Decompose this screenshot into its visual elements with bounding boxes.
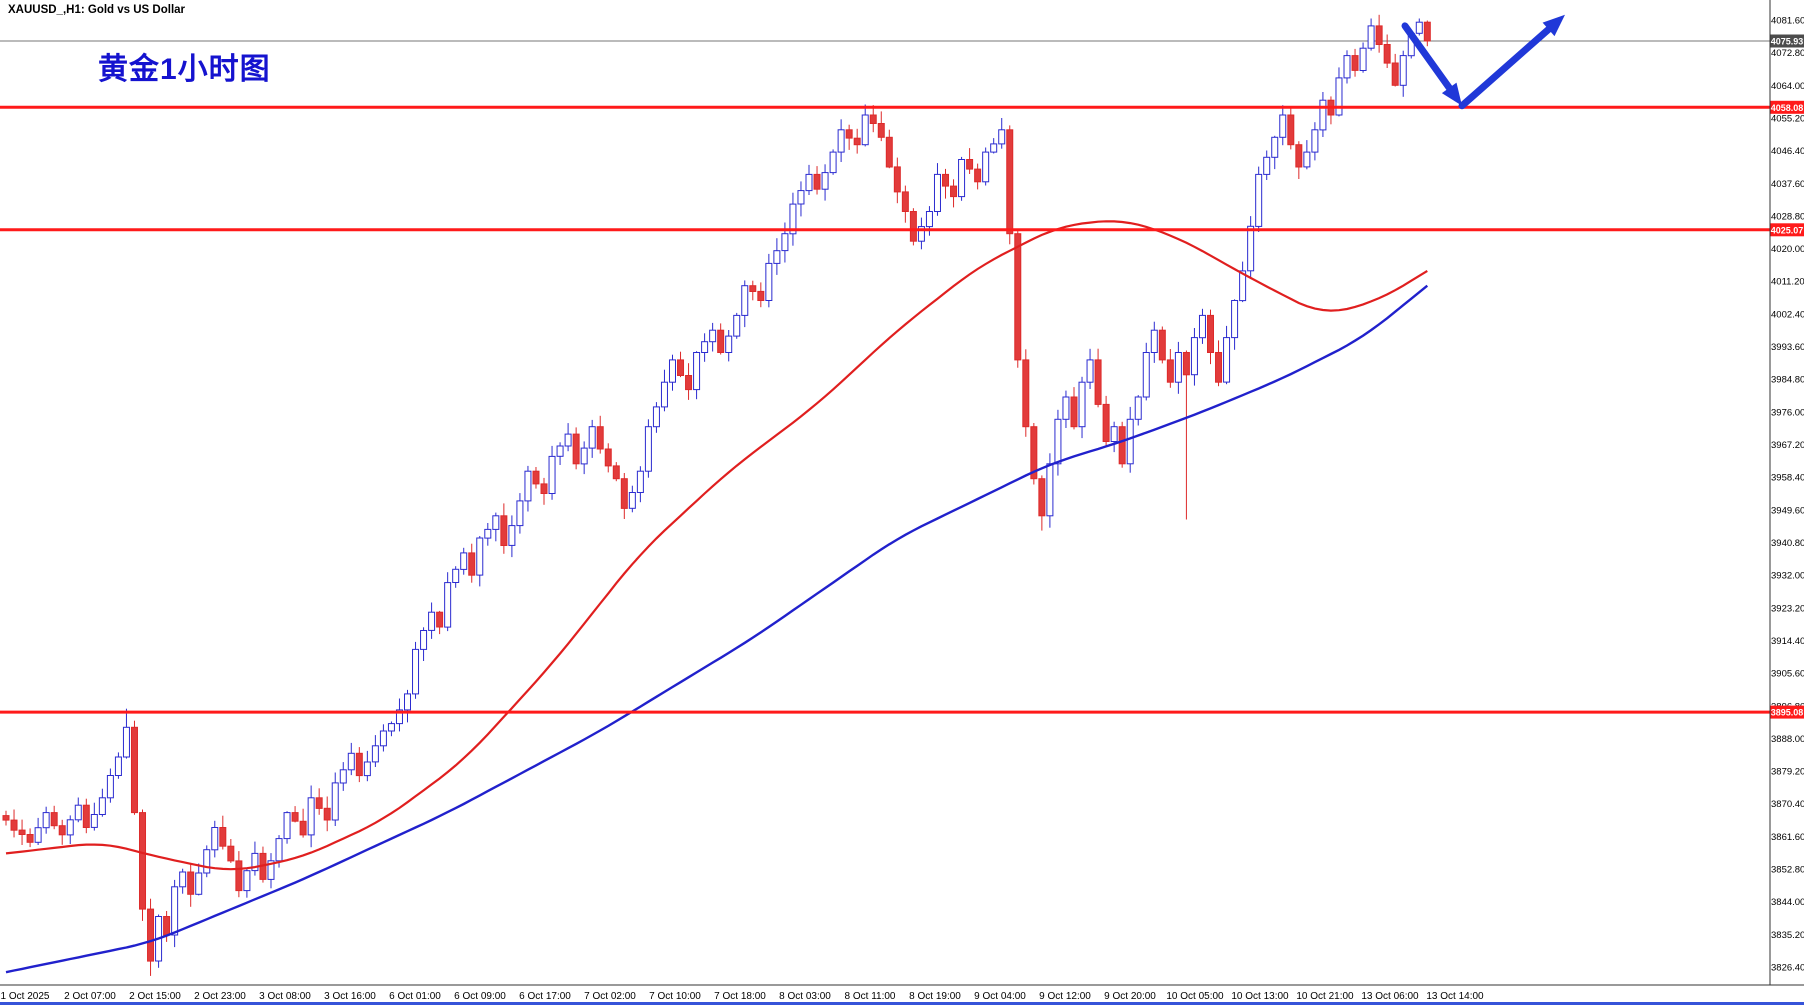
svg-text:1 Oct 2025: 1 Oct 2025 xyxy=(1,991,50,1002)
svg-text:4075.93: 4075.93 xyxy=(1771,37,1804,47)
svg-text:3976.00: 3976.00 xyxy=(1771,407,1804,418)
svg-text:8 Oct 11:00: 8 Oct 11:00 xyxy=(845,991,896,1002)
chart-annotation-label[interactable]: 黄金1小时图 xyxy=(98,53,271,86)
svg-text:3905.60: 3905.60 xyxy=(1771,669,1804,680)
svg-text:10 Oct 21:00: 10 Oct 21:00 xyxy=(1296,991,1354,1002)
level-price-tag: 4058.08 xyxy=(1770,100,1804,114)
svg-text:4058.08: 4058.08 xyxy=(1771,103,1804,113)
svg-text:4055.20: 4055.20 xyxy=(1771,114,1804,125)
svg-text:4046.40: 4046.40 xyxy=(1771,146,1804,157)
svg-text:7 Oct 10:00: 7 Oct 10:00 xyxy=(649,991,701,1002)
svg-text:3914.40: 3914.40 xyxy=(1771,636,1804,647)
svg-text:3844.00: 3844.00 xyxy=(1771,897,1804,908)
svg-text:6 Oct 09:00: 6 Oct 09:00 xyxy=(454,991,506,1002)
svg-text:3949.60: 3949.60 xyxy=(1771,505,1804,516)
svg-text:2 Oct 07:00: 2 Oct 07:00 xyxy=(64,991,116,1002)
level-price-tag: 4025.07 xyxy=(1770,223,1804,237)
svg-text:4037.60: 4037.60 xyxy=(1771,179,1804,190)
svg-text:4081.60: 4081.60 xyxy=(1771,16,1804,27)
svg-text:3895.08: 3895.08 xyxy=(1771,708,1804,718)
svg-text:6 Oct 01:00: 6 Oct 01:00 xyxy=(389,991,441,1002)
svg-text:7 Oct 18:00: 7 Oct 18:00 xyxy=(714,991,766,1002)
svg-text:3852.80: 3852.80 xyxy=(1771,865,1804,876)
svg-text:9 Oct 04:00: 9 Oct 04:00 xyxy=(974,991,1026,1002)
svg-text:7 Oct 02:00: 7 Oct 02:00 xyxy=(584,991,636,1002)
svg-text:6 Oct 17:00: 6 Oct 17:00 xyxy=(519,991,571,1002)
svg-text:2 Oct 15:00: 2 Oct 15:00 xyxy=(129,991,181,1002)
svg-text:3932.00: 3932.00 xyxy=(1771,571,1804,582)
moving-average-slow[interactable] xyxy=(5,284,1429,974)
svg-text:8 Oct 03:00: 8 Oct 03:00 xyxy=(779,991,831,1002)
svg-text:4064.00: 4064.00 xyxy=(1771,81,1804,92)
svg-text:2 Oct 23:00: 2 Oct 23:00 xyxy=(194,991,246,1002)
svg-text:10 Oct 13:00: 10 Oct 13:00 xyxy=(1231,991,1289,1002)
svg-text:3861.60: 3861.60 xyxy=(1771,832,1804,843)
svg-text:3967.20: 3967.20 xyxy=(1771,440,1804,451)
svg-text:3826.40: 3826.40 xyxy=(1771,963,1804,974)
chart-title: XAUUSD_,H1: Gold vs US Dollar xyxy=(8,4,186,16)
svg-text:3888.00: 3888.00 xyxy=(1771,734,1804,745)
svg-text:3984.80: 3984.80 xyxy=(1771,375,1804,386)
svg-text:3 Oct 16:00: 3 Oct 16:00 xyxy=(324,991,376,1002)
price-axis[interactable]: 4081.60 4072.80 4064.00 4055.20 4046.40 4037.… xyxy=(1771,16,1804,974)
forecast-arrow[interactable] xyxy=(1401,14,1565,110)
svg-text:3 Oct 08:00: 3 Oct 08:00 xyxy=(259,991,311,1002)
svg-text:3940.80: 3940.80 xyxy=(1771,538,1804,549)
svg-text:10 Oct 05:00: 10 Oct 05:00 xyxy=(1166,991,1224,1002)
time-axis[interactable]: 1 Oct 2025 2 Oct 07:00 2 Oct 15:00 2 Oct 23… xyxy=(1,991,1485,1002)
svg-text:3923.20: 3923.20 xyxy=(1771,603,1804,614)
svg-text:4011.20: 4011.20 xyxy=(1771,277,1804,288)
svg-text:9 Oct 12:00: 9 Oct 12:00 xyxy=(1039,991,1091,1002)
svg-text:4025.07: 4025.07 xyxy=(1771,225,1804,235)
svg-text:9 Oct 20:00: 9 Oct 20:00 xyxy=(1104,991,1156,1002)
svg-text:4072.80: 4072.80 xyxy=(1771,48,1804,59)
level-price-tag: 3895.08 xyxy=(1770,705,1804,719)
price-axis-background xyxy=(1770,0,1804,1007)
svg-text:13 Oct 14:00: 13 Oct 14:00 xyxy=(1426,991,1484,1002)
svg-text:3835.20: 3835.20 xyxy=(1771,930,1804,941)
moving-average-fast[interactable] xyxy=(5,220,1428,871)
svg-text:13 Oct 06:00: 13 Oct 06:00 xyxy=(1361,991,1419,1002)
window-bottom-border xyxy=(0,1002,1804,1005)
candles-layer xyxy=(2,14,1431,976)
svg-text:4002.40: 4002.40 xyxy=(1771,309,1804,320)
svg-text:4020.00: 4020.00 xyxy=(1771,244,1804,255)
svg-text:8 Oct 19:00: 8 Oct 19:00 xyxy=(909,991,961,1002)
svg-text:4028.80: 4028.80 xyxy=(1771,211,1804,222)
svg-text:3993.60: 3993.60 xyxy=(1771,342,1804,353)
svg-text:3958.40: 3958.40 xyxy=(1771,473,1804,484)
svg-text:3870.40: 3870.40 xyxy=(1771,799,1804,810)
bid-price-tag: 4075.93 xyxy=(1770,34,1804,48)
svg-text:3879.20: 3879.20 xyxy=(1771,767,1804,778)
